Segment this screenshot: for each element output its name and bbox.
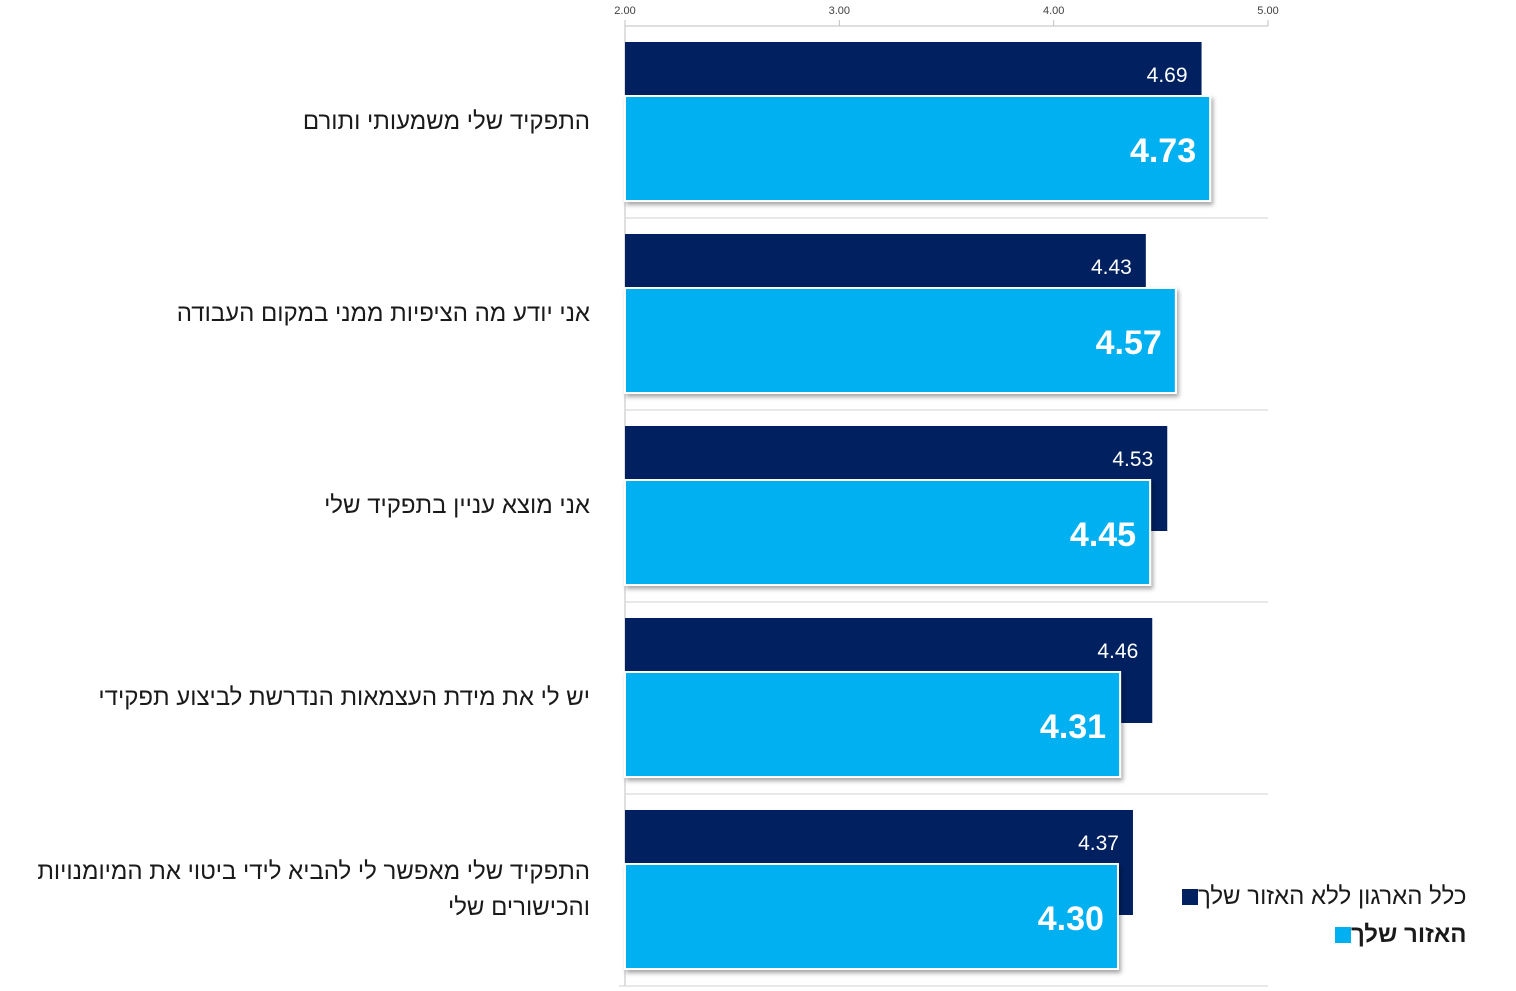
category-label: התפקיד שלי משמעותי ותורם <box>302 108 590 135</box>
data-label-region: 4.31 <box>1040 708 1106 746</box>
bar-region <box>624 671 1122 778</box>
legend-swatch-region <box>1334 927 1351 943</box>
x-tick-label: 3.00 <box>829 5 850 17</box>
category-label: התפקיד שלי מאפשר לי להביא לידי ביטוי את … <box>37 858 590 921</box>
legend-label-region: האזור שלך <box>1350 921 1467 948</box>
x-tick-label: 2.00 <box>614 5 635 17</box>
bar-region <box>624 287 1177 394</box>
legend: כלל הארגון ללא האזור שלך האזור שלך <box>1176 878 1466 954</box>
bar-region <box>624 863 1119 970</box>
data-label-region: 4.57 <box>1096 324 1162 362</box>
category-label: אני יודע מה הציפיות ממני במקום העבודה <box>176 300 590 327</box>
x-tick-label: 4.00 <box>1043 5 1064 17</box>
data-label-region: 4.45 <box>1070 516 1136 554</box>
legend-label-org: כלל הארגון ללא האזור שלך <box>1198 883 1467 910</box>
data-label-org: 4.37 <box>1078 832 1119 855</box>
legend-swatch-org <box>1182 889 1198 905</box>
data-label-org: 4.69 <box>1147 64 1188 87</box>
data-label-org: 4.43 <box>1091 256 1132 279</box>
data-label-org: 4.46 <box>1097 640 1138 663</box>
category-label: יש לי את מידת העצמאות הנדרשת לביצוע תפקי… <box>98 684 590 711</box>
data-label-region: 4.73 <box>1130 132 1196 170</box>
legend-item-region: האזור שלך <box>1176 916 1466 954</box>
data-label-region: 4.30 <box>1038 900 1104 938</box>
x-tick-label: 5.00 <box>1257 5 1278 17</box>
bar-region <box>624 95 1212 202</box>
bar-region <box>624 479 1152 586</box>
category-label: אני מוצא עניין בתפקיד שלי <box>324 492 590 519</box>
legend-item-org: כלל הארגון ללא האזור שלך <box>1176 878 1466 916</box>
data-label-org: 4.53 <box>1112 448 1153 471</box>
